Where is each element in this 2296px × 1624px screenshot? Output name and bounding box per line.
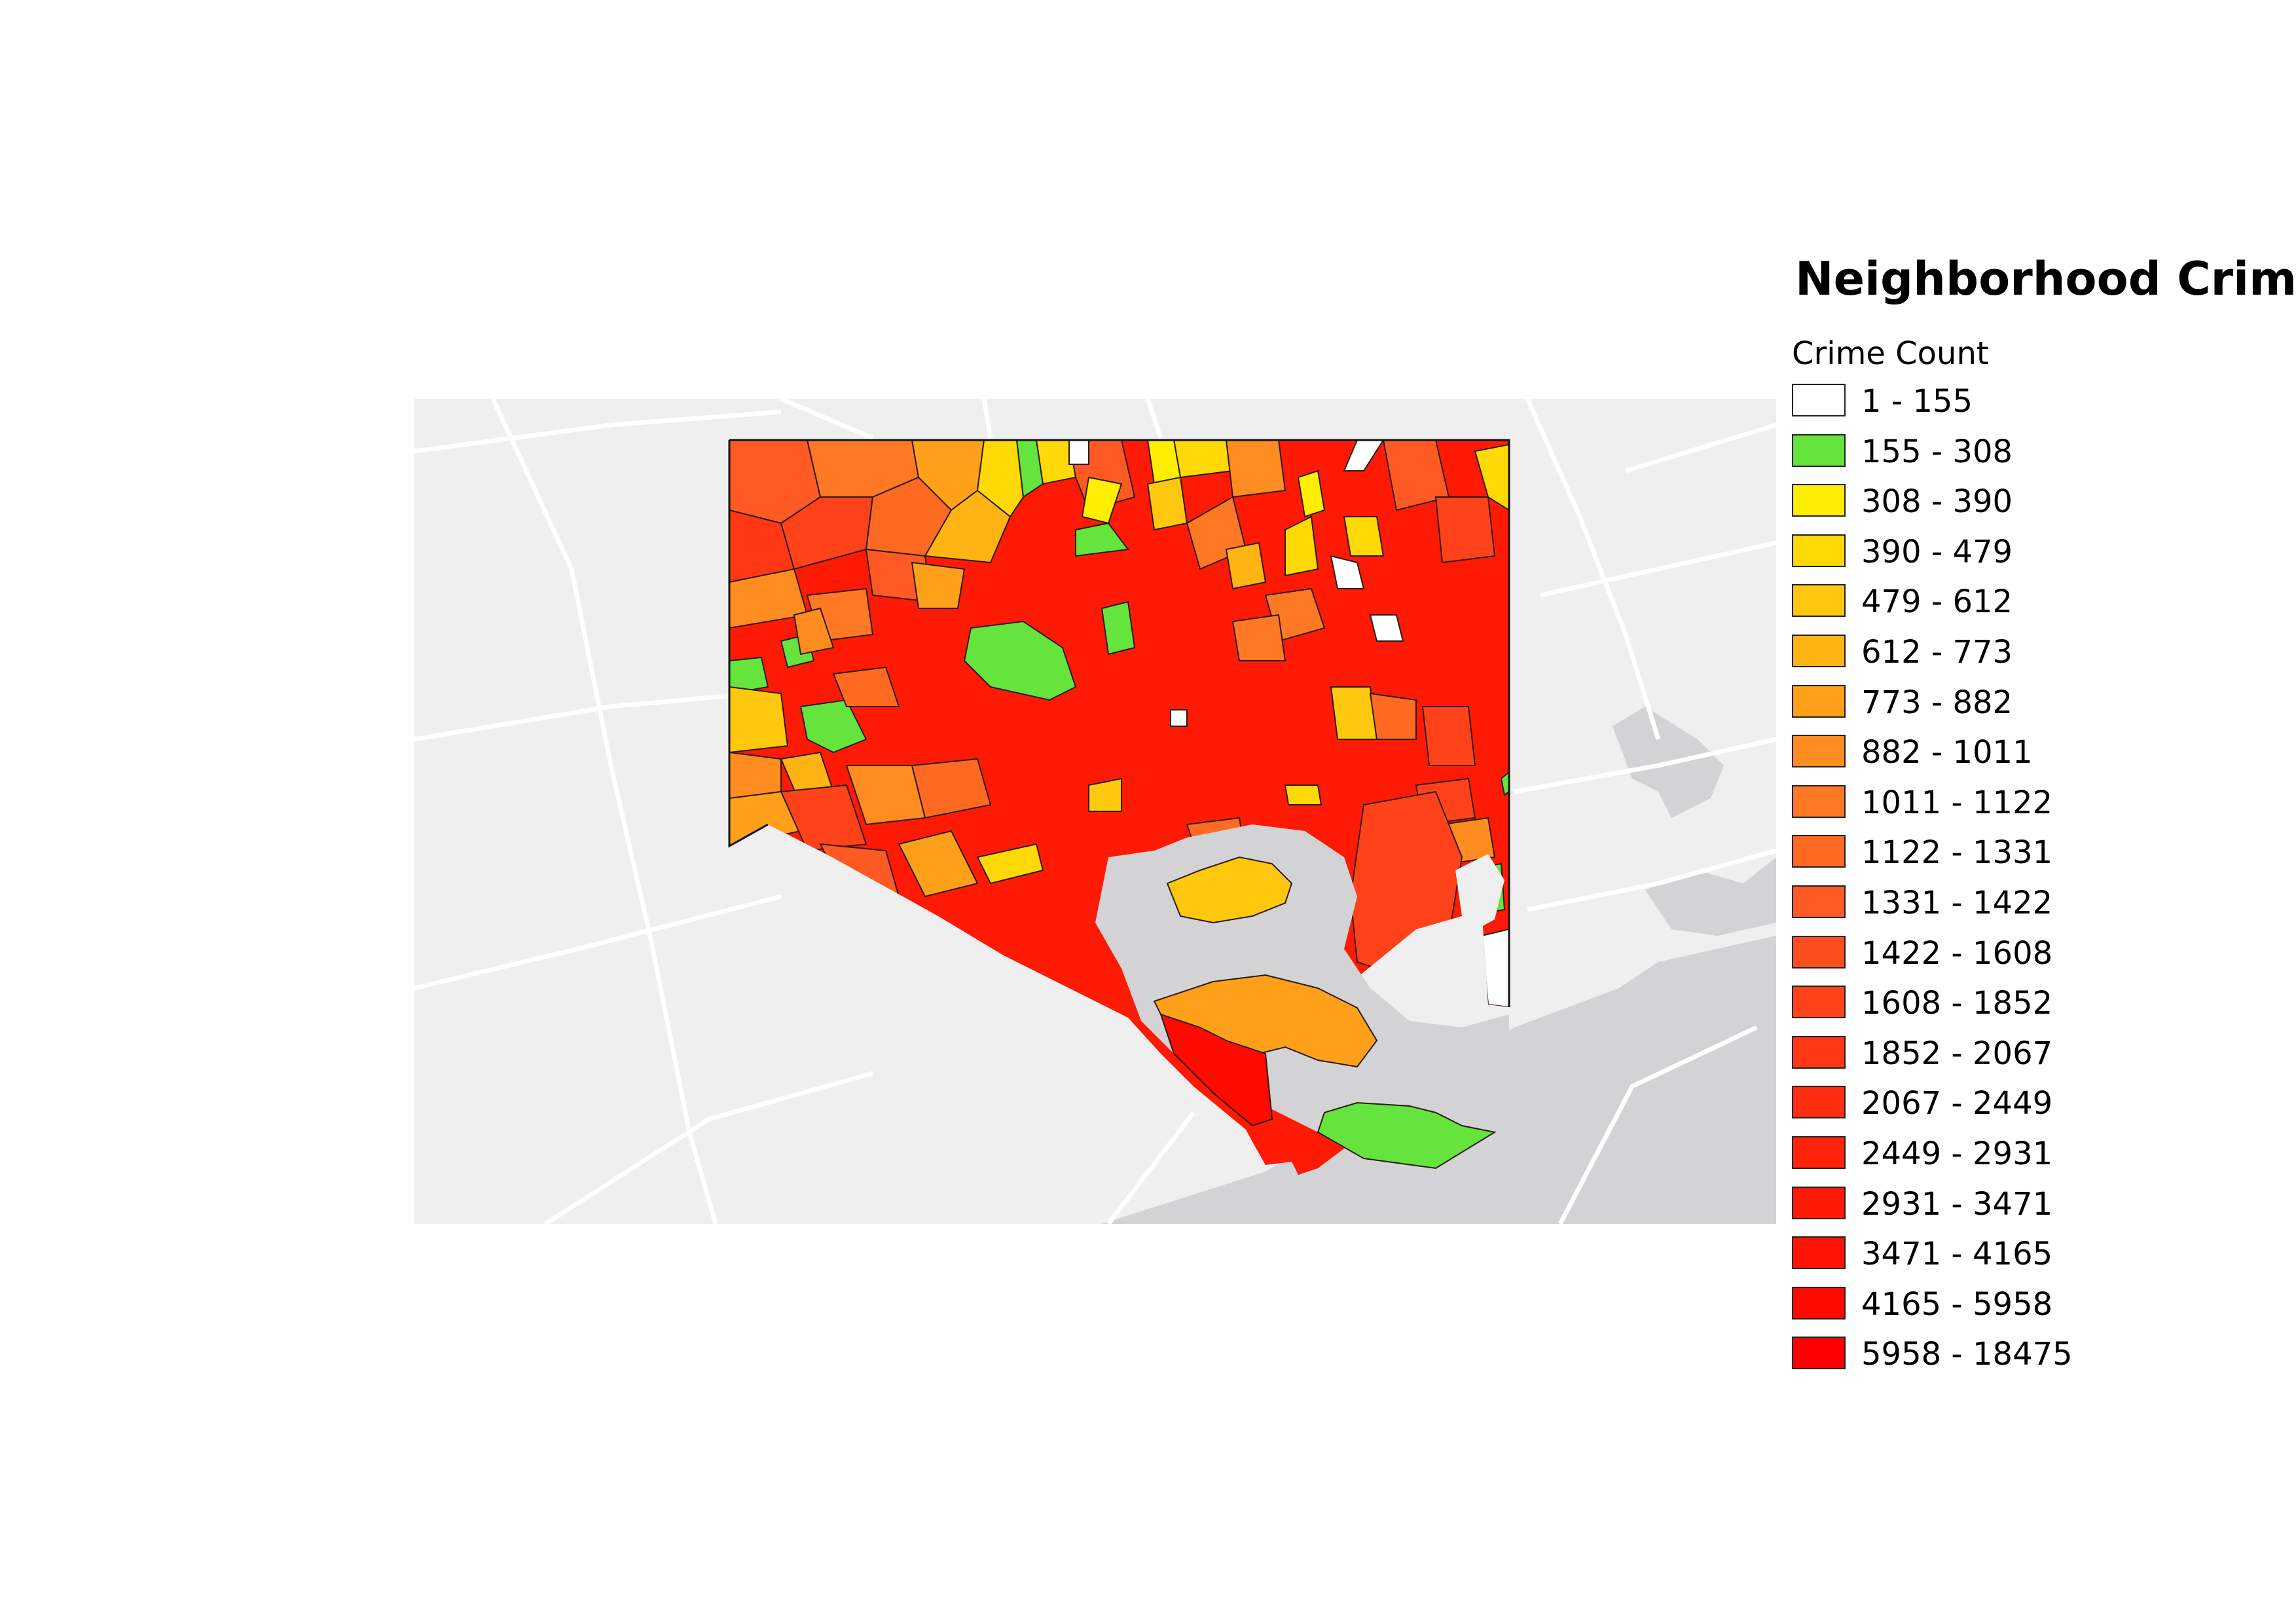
basemap: [414, 399, 1776, 1224]
legend-item: 4165 - 5958: [1792, 1285, 2250, 1323]
legend-swatch: [1792, 784, 1846, 818]
legend-swatch: [1792, 1035, 1846, 1069]
road-network: [414, 399, 1776, 1224]
legend-label: 1331 - 1422: [1861, 885, 2053, 921]
legend-label: 612 - 773: [1861, 634, 2013, 671]
legend-item: 390 - 479: [1792, 534, 2250, 571]
map-title: Neighborhood Crime: [1795, 252, 2296, 306]
legend-label: 1608 - 1852: [1861, 985, 2053, 1022]
legend-item: 882 - 1011: [1792, 735, 2250, 771]
legend-label: 882 - 1011: [1861, 734, 2033, 771]
legend-swatch: [1792, 735, 1846, 768]
water-body-creek: [1645, 857, 1776, 936]
legend-swatch: [1792, 635, 1846, 667]
city-boundary-west: [728, 440, 769, 848]
legend-item: 1011 - 1122: [1792, 784, 2250, 822]
legend-label: 773 - 882: [1861, 684, 2013, 721]
legend-item: 1331 - 1422: [1792, 885, 2250, 922]
legend-swatch: [1792, 1186, 1846, 1219]
legend-swatch: [1792, 835, 1846, 868]
legend-swatch: [1792, 584, 1846, 618]
legend-item: 612 - 773: [1792, 635, 2250, 671]
legend-item: 2449 - 2931: [1792, 1136, 2250, 1173]
legend-item: 1608 - 1852: [1792, 986, 2250, 1022]
legend-item: 308 - 390: [1792, 484, 2250, 521]
legend-swatch: [1792, 935, 1846, 969]
legend-item: 1122 - 1331: [1792, 835, 2250, 872]
legend-label: 1852 - 2067: [1861, 1035, 2053, 1072]
legend-swatch: [1792, 684, 1846, 718]
legend-label: 1 - 155: [1861, 383, 1973, 420]
legend-swatch: [1792, 384, 1846, 416]
legend-label: 155 - 308: [1861, 433, 2013, 470]
legend-item: 479 - 612: [1792, 584, 2250, 621]
legend-label: 1422 - 1608: [1861, 934, 2053, 972]
legend-item: 1422 - 1608: [1792, 934, 2250, 972]
legend-item: 155 - 308: [1792, 434, 2250, 471]
legend-item: 1852 - 2067: [1792, 1035, 2250, 1073]
legend-label: 3471 - 4165: [1861, 1236, 2053, 1273]
legend-item: 2067 - 2449: [1792, 1086, 2250, 1122]
legend-label: 2931 - 3471: [1861, 1185, 2053, 1223]
legend-label: 2067 - 2449: [1861, 1085, 2053, 1122]
peninsula-region: [1166, 856, 1293, 924]
legend-swatch: [1792, 534, 1846, 567]
legend-label: 4165 - 5958: [1861, 1285, 2053, 1323]
legend-label: 1122 - 1331: [1861, 834, 2053, 872]
legend-swatch: [1792, 1236, 1846, 1270]
legend-swatch: [1792, 1086, 1846, 1119]
legend-item: 1 - 155: [1792, 384, 2250, 420]
legend-item: 5958 - 18475: [1792, 1337, 2250, 1373]
legend-swatch: [1792, 434, 1846, 467]
legend-swatch: [1792, 1136, 1846, 1169]
legend-swatch: [1792, 1286, 1846, 1320]
legend-item: 3471 - 4165: [1792, 1236, 2250, 1273]
legend-label: 1011 - 1122: [1861, 784, 2053, 821]
legend-swatch: [1792, 484, 1846, 517]
city-boundary: [729, 439, 1510, 1007]
legend-label: 2449 - 2931: [1861, 1135, 2053, 1172]
south-red-region: [1159, 1013, 1273, 1127]
legend-item: 2931 - 3471: [1792, 1185, 2250, 1223]
legend-label: 5958 - 18475: [1861, 1336, 2073, 1373]
south-park-region: [1317, 1101, 1497, 1170]
legend-label: 479 - 612: [1861, 583, 2013, 621]
legend-label: 308 - 390: [1861, 483, 2013, 521]
legend-swatch: [1792, 885, 1846, 918]
legend-item: 773 - 882: [1792, 684, 2250, 722]
legend-swatch: [1792, 986, 1846, 1019]
legend-swatch: [1792, 1337, 1846, 1370]
legend-title: Crime Count: [1792, 335, 1989, 372]
legend-label: 390 - 479: [1861, 533, 2013, 570]
